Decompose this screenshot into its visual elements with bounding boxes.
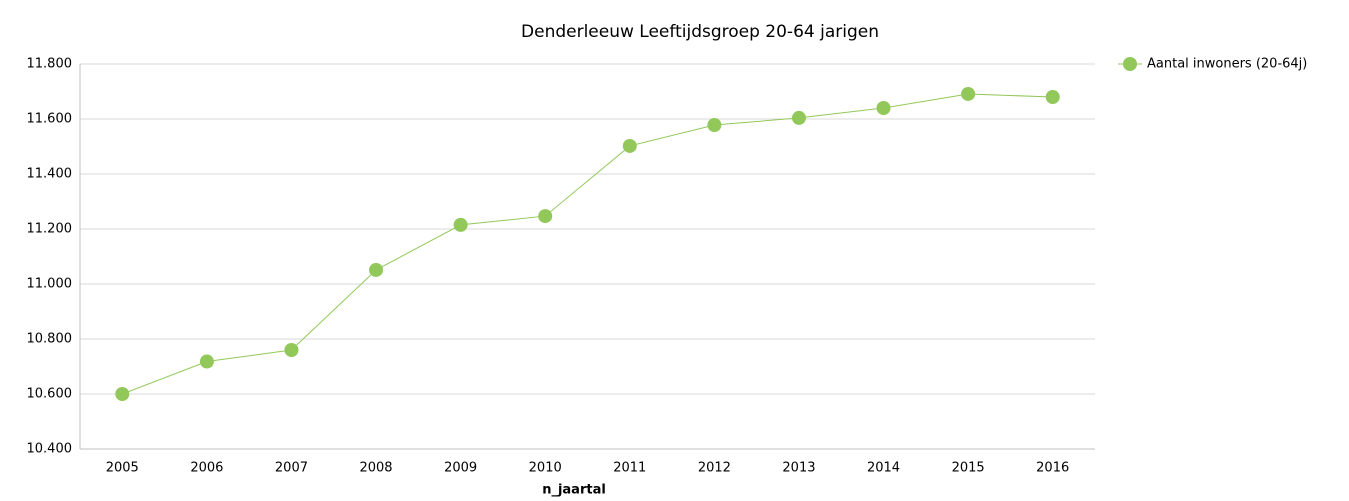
y-tick-label: 10.600 xyxy=(27,387,73,402)
y-tick-label: 11.600 xyxy=(27,112,73,127)
y-tick-label: 11.400 xyxy=(27,167,73,182)
y-tick-label: 10.400 xyxy=(27,442,73,457)
y-tick-label: 10.800 xyxy=(27,332,73,347)
point xyxy=(876,101,891,115)
y-tick-label: 11.200 xyxy=(27,222,73,237)
x-tick-label: 2012 xyxy=(698,461,731,476)
chart-title: Denderleeuw Leeftijdsgroep 20-64 jarigen xyxy=(521,22,879,42)
point xyxy=(284,343,299,357)
y-tick-label: 11.800 xyxy=(27,57,73,72)
point xyxy=(622,138,637,153)
point xyxy=(791,110,806,125)
x-tick-label: 2006 xyxy=(190,461,223,476)
x-tick-label: 2007 xyxy=(275,461,308,476)
legend-label: Aantal inwoners (20-64j) xyxy=(1147,57,1307,72)
x-tick-label: 2005 xyxy=(106,461,139,476)
point xyxy=(453,217,468,232)
x-tick-label: 2009 xyxy=(444,461,477,476)
legend-marker xyxy=(1123,57,1137,71)
point xyxy=(1045,90,1060,104)
point xyxy=(115,387,130,401)
x-tick-label: 2013 xyxy=(782,461,815,476)
x-tick-label: 2016 xyxy=(1036,461,1069,476)
point xyxy=(961,86,976,101)
y-tick-label: 11.000 xyxy=(27,277,73,292)
point xyxy=(369,262,384,277)
x-axis-label: n_jaartal xyxy=(542,483,606,498)
point xyxy=(538,209,553,224)
x-tick-label: 2014 xyxy=(867,461,900,476)
x-tick-label: 2015 xyxy=(952,461,985,476)
point xyxy=(199,354,214,369)
line xyxy=(122,93,1053,395)
x-tick-label: 2011 xyxy=(613,461,646,476)
x-tick-label: 2010 xyxy=(529,461,562,476)
x-tick-label: 2008 xyxy=(359,461,392,476)
point xyxy=(707,118,722,133)
